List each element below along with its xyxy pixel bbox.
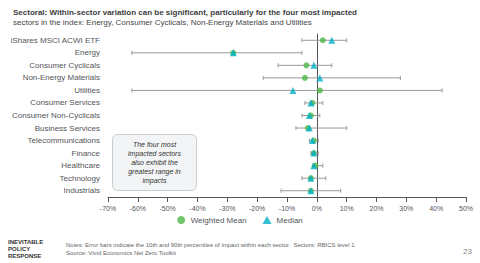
svg-text:impacted sectors: impacted sectors xyxy=(128,150,181,158)
svg-text:Sectoral: Within-sector variat: Sectoral: Within-sector variation can be… xyxy=(13,8,357,17)
svg-text:also exhibit the: also exhibit the xyxy=(131,159,178,166)
svg-text:30%: 30% xyxy=(399,205,413,212)
svg-text:Finance: Finance xyxy=(72,149,101,158)
svg-text:-50%: -50% xyxy=(159,205,175,212)
svg-text:0%: 0% xyxy=(312,205,322,212)
svg-text:INEVITABLE: INEVITABLE xyxy=(8,239,43,245)
svg-text:The four most: The four most xyxy=(133,141,177,148)
svg-text:Non-Energy Materials: Non-Energy Materials xyxy=(23,73,100,82)
svg-text:Consumer Services: Consumer Services xyxy=(30,98,100,107)
svg-text:Industrials: Industrials xyxy=(64,186,100,195)
svg-text:impacts: impacts xyxy=(142,177,167,185)
svg-text:Consumer Cyclicals: Consumer Cyclicals xyxy=(29,61,100,70)
svg-text:Consumer Non-Cyclicals: Consumer Non-Cyclicals xyxy=(12,111,100,120)
svg-text:23: 23 xyxy=(463,247,472,256)
svg-text:Energy: Energy xyxy=(75,48,100,57)
svg-text:10%: 10% xyxy=(340,205,354,212)
svg-text:Weighted Mean: Weighted Mean xyxy=(191,216,247,225)
svg-text:-20%: -20% xyxy=(249,205,265,212)
svg-text:Telecommunications: Telecommunications xyxy=(28,136,100,145)
svg-text:POLICY: POLICY xyxy=(8,246,30,252)
svg-text:40%: 40% xyxy=(429,205,443,212)
svg-text:Healthcare: Healthcare xyxy=(61,161,100,170)
svg-text:Business Services: Business Services xyxy=(35,124,100,133)
svg-text:50%: 50% xyxy=(459,205,473,212)
svg-text:-40%: -40% xyxy=(189,205,205,212)
svg-text:sectors in the index: Energy,: sectors in the index: Energy, Consumer C… xyxy=(13,18,312,27)
svg-text:Utilities: Utilities xyxy=(74,86,100,95)
svg-text:20%: 20% xyxy=(369,205,383,212)
svg-text:-70%: -70% xyxy=(100,205,116,212)
svg-text:Source: Vivid Economics Net Ze: Source: Vivid Economics Net Zero Toolkit xyxy=(66,250,176,256)
svg-text:-60%: -60% xyxy=(130,205,146,212)
svg-text:Notes: Error bars indicate the: Notes: Error bars indicate the 10th and … xyxy=(66,242,356,248)
svg-text:greatest range in: greatest range in xyxy=(128,168,181,176)
svg-text:Median: Median xyxy=(277,216,303,225)
svg-text:iShares MSCI ACWI ETF: iShares MSCI ACWI ETF xyxy=(11,36,100,45)
svg-text:Technology: Technology xyxy=(60,174,100,183)
svg-text:-10%: -10% xyxy=(279,205,295,212)
svg-text:-30%: -30% xyxy=(219,205,235,212)
svg-text:RESPONSE: RESPONSE xyxy=(8,253,41,259)
